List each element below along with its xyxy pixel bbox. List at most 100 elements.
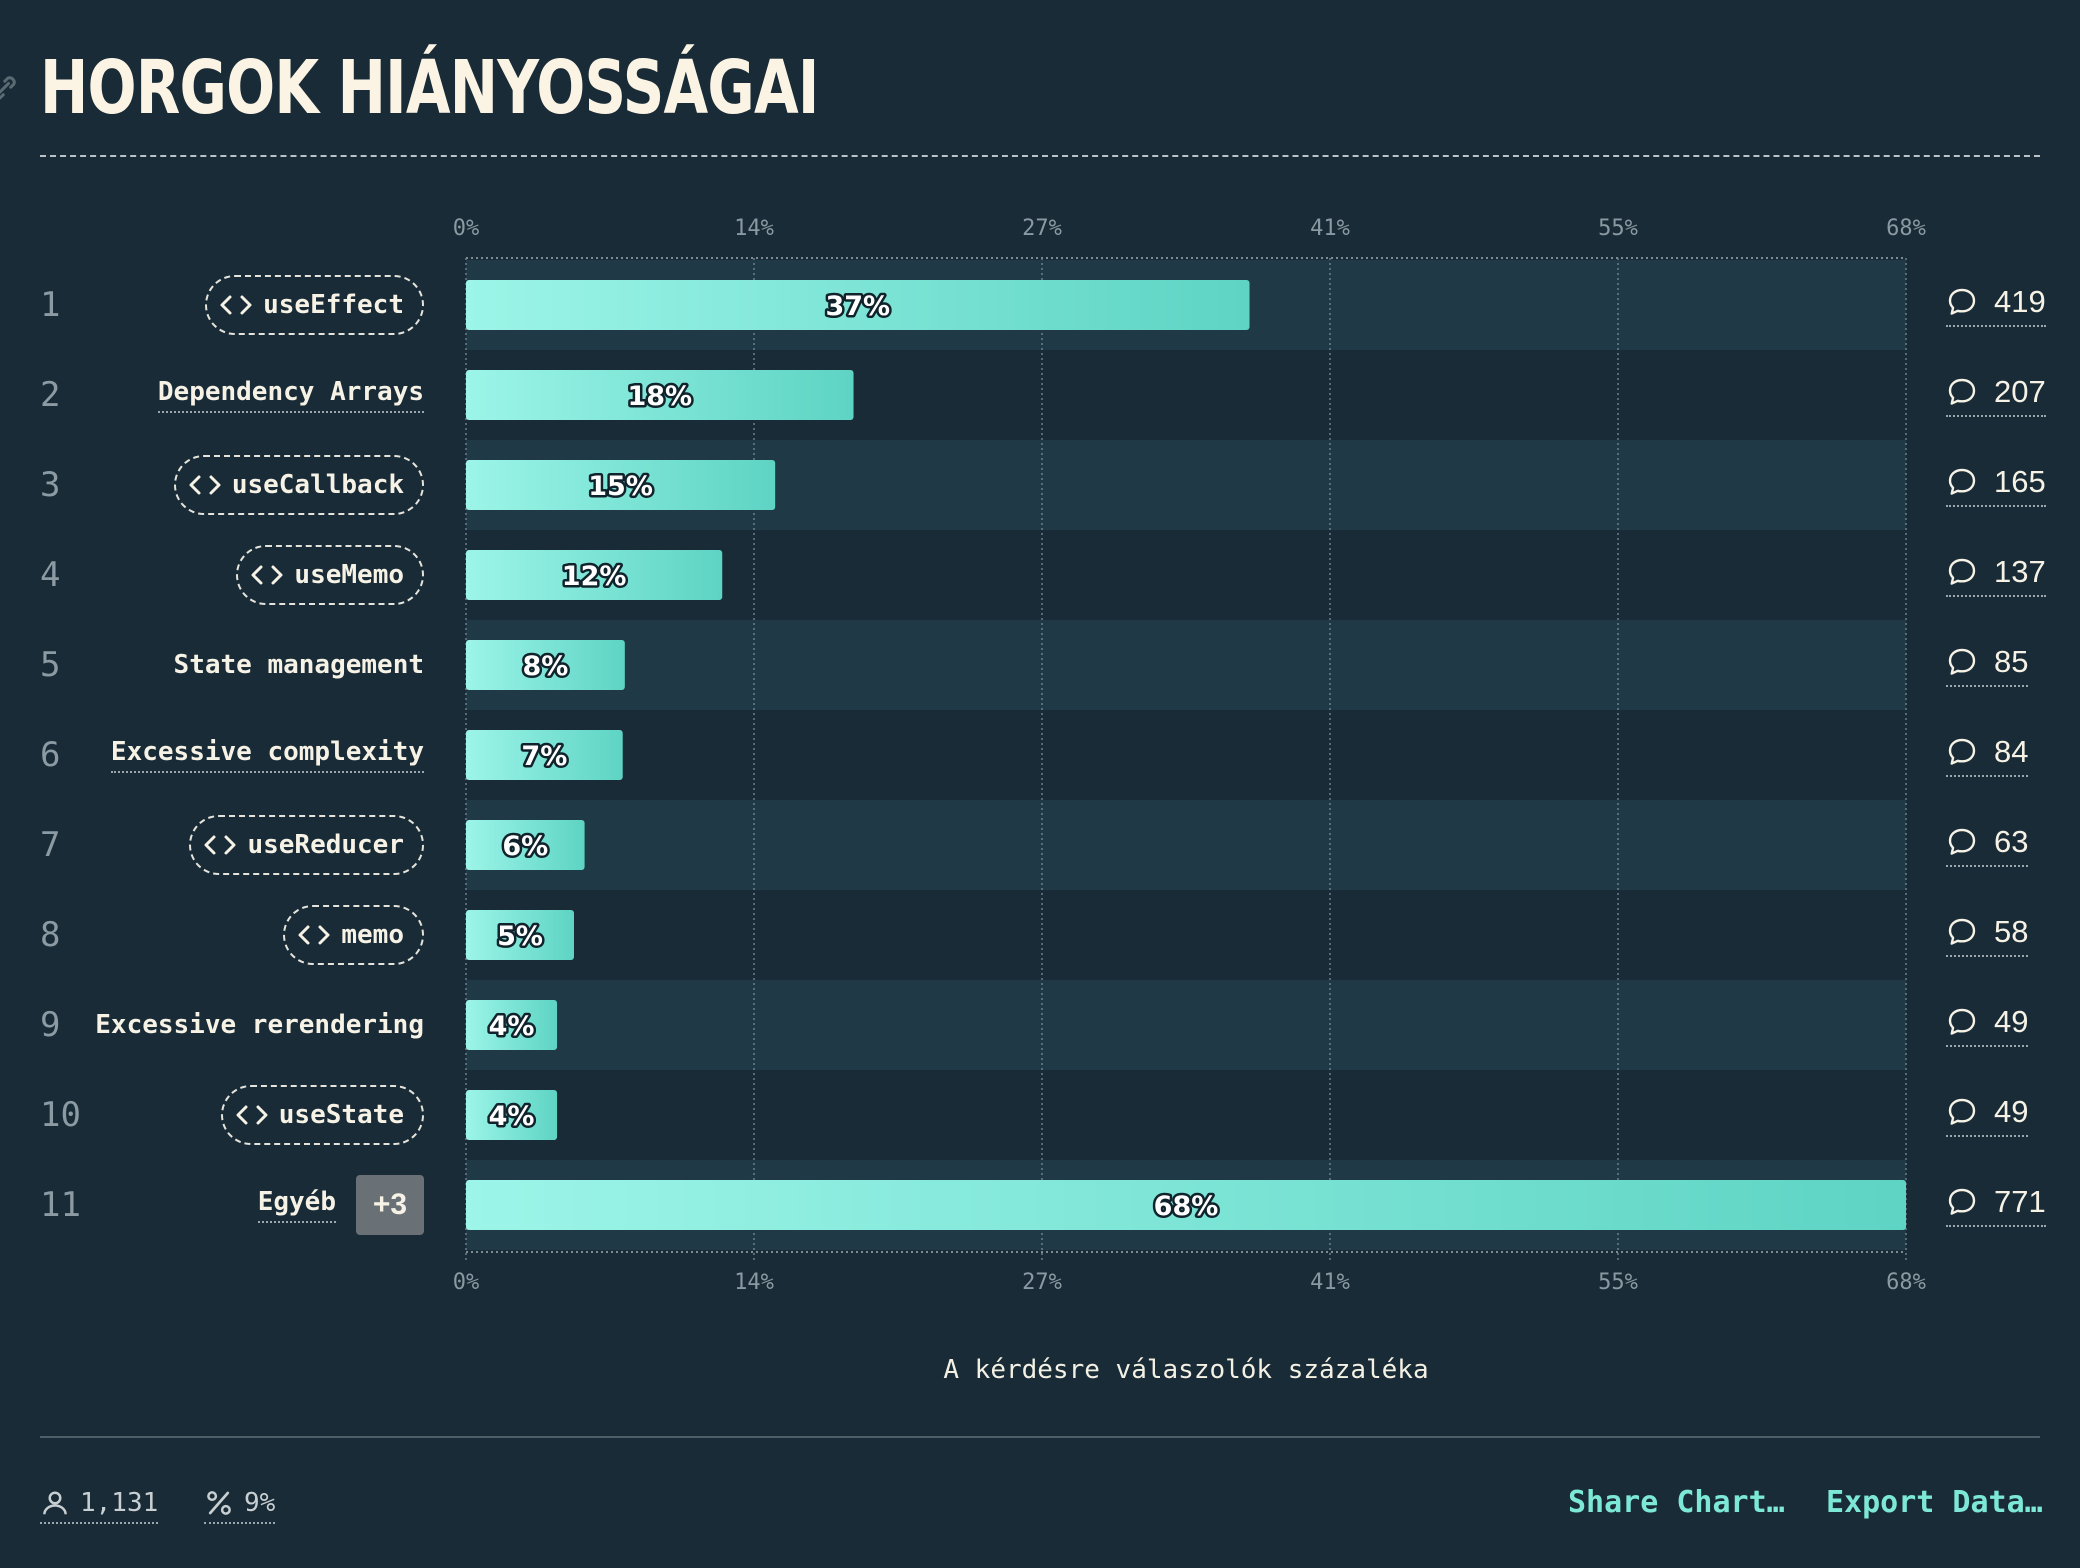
comment-count[interactable]: 419: [1946, 281, 2046, 327]
bar-value-label: 37%: [825, 291, 890, 322]
row-label-text: Dependency Arrays: [157, 377, 424, 413]
comment-icon: [1946, 736, 1986, 768]
bar-value-label: 68%: [1154, 1191, 1219, 1222]
bar-value-label: 12%: [562, 561, 627, 592]
comment-count-value: 49: [1994, 1094, 2029, 1129]
row-rank: 4: [40, 555, 61, 595]
row-label[interactable]: useState: [220, 1085, 424, 1145]
row-label[interactable]: memo: [283, 905, 424, 965]
code-icon: [188, 473, 222, 497]
percent-icon: [207, 1491, 231, 1515]
comment-count-value: 207: [1994, 374, 2046, 409]
row-rank: 1: [40, 285, 61, 325]
x-tick-label-bottom: 68%: [1886, 1270, 1926, 1295]
code-icon: [297, 923, 331, 947]
row-label-text: useReducer: [247, 830, 404, 860]
row-label[interactable]: useMemo: [236, 545, 424, 605]
share-chart-button[interactable]: Share Chart…: [1568, 1485, 1785, 1520]
row-label-text: useEffect: [263, 290, 404, 320]
bar-1: [466, 280, 1250, 330]
x-tick-label-bottom: 14%: [734, 1270, 774, 1295]
bar-value-label: 5%: [497, 921, 543, 952]
comment-count[interactable]: 84: [1946, 731, 2029, 777]
comment-icon: [1946, 916, 1986, 948]
row-rank: 3: [40, 465, 61, 505]
title-divider: [40, 155, 2040, 157]
x-tick-label-top: 14%: [734, 216, 774, 241]
bar-2: [466, 370, 854, 420]
x-tick-label-top: 55%: [1598, 216, 1638, 241]
bar-5: [466, 640, 625, 690]
row-label[interactable]: Dependency Arrays: [157, 365, 424, 425]
link-icon[interactable]: [0, 70, 22, 106]
x-tick-label-top: 68%: [1886, 216, 1926, 241]
code-icon: [235, 1103, 269, 1127]
comment-icon: [1946, 646, 1986, 678]
percentage-value: 9%: [244, 1488, 276, 1518]
row-label[interactable]: Excessive complexity: [110, 725, 424, 785]
row-label[interactable]: useEffect: [205, 275, 424, 335]
bar-11: [466, 1180, 1906, 1230]
row-rank: 5: [40, 645, 61, 685]
bar-value-label: 6%: [502, 831, 548, 862]
bar-value-label: 7%: [521, 741, 567, 772]
comment-count[interactable]: 49: [1946, 1091, 2029, 1137]
code-icon: [250, 563, 284, 587]
comment-icon: [1946, 1186, 1986, 1218]
x-tick-label-top: 27%: [1022, 216, 1062, 241]
export-data-button[interactable]: Export Data…: [1826, 1485, 2043, 1520]
comment-count[interactable]: 207: [1946, 371, 2046, 417]
row-label-text: useMemo: [294, 560, 404, 590]
percentage-stat[interactable]: 9%: [204, 1484, 276, 1524]
bar-6: [466, 730, 623, 780]
row-label[interactable]: Excessive rerendering: [95, 995, 424, 1055]
bar-10: [466, 1090, 558, 1140]
code-icon: [219, 293, 253, 317]
x-tick-label-bottom: 55%: [1598, 1270, 1638, 1295]
bar-3: [466, 460, 776, 510]
row-label[interactable]: State management: [174, 635, 424, 695]
more-items-badge[interactable]: +3: [356, 1175, 424, 1235]
row-label-text: useCallback: [231, 470, 404, 500]
x-axis-title: A kérdésre válaszolók százaléka: [943, 1355, 1429, 1385]
comment-icon: [1946, 286, 1986, 318]
bar-value-label: 8%: [522, 651, 568, 682]
comment-count-value: 771: [1994, 1184, 2046, 1219]
comment-icon: [1946, 376, 1986, 408]
comment-count-value: 85: [1994, 644, 2029, 679]
bar-8: [466, 910, 574, 960]
row-label[interactable]: Egyéb +3: [257, 1175, 424, 1235]
x-tick-label-top: 0%: [452, 216, 480, 241]
comment-icon: [1946, 1096, 1986, 1128]
comment-count[interactable]: 85: [1946, 641, 2029, 687]
bar-value-label: 15%: [588, 471, 653, 502]
comment-icon: [1946, 466, 1986, 498]
x-tick-label-top: 41%: [1310, 216, 1350, 241]
comment-count[interactable]: 58: [1946, 911, 2029, 957]
comment-count[interactable]: 771: [1946, 1181, 2046, 1227]
comment-count-value: 137: [1994, 554, 2046, 589]
row-rank: 6: [40, 735, 61, 775]
bar-value-label: 4%: [489, 1011, 535, 1042]
row-rank: 2: [40, 375, 61, 415]
respondents-stat[interactable]: 1,131: [40, 1484, 159, 1524]
bar-7: [466, 820, 585, 870]
row-label[interactable]: useCallback: [173, 455, 424, 515]
row-label-text: State management: [173, 650, 424, 680]
bar-9: [466, 1000, 558, 1050]
comment-count[interactable]: 165: [1946, 461, 2046, 507]
bar-4: [466, 550, 723, 600]
comment-count[interactable]: 49: [1946, 1001, 2029, 1047]
comment-count-value: 49: [1994, 1004, 2029, 1039]
comment-count-value: 419: [1994, 284, 2046, 319]
comment-count[interactable]: 137: [1946, 551, 2046, 597]
row-label[interactable]: useReducer: [189, 815, 424, 875]
bar-value-label: 18%: [627, 381, 692, 412]
row-label-text: Excessive complexity: [110, 737, 424, 773]
row-rank: 11: [40, 1185, 81, 1225]
comment-count[interactable]: 63: [1946, 821, 2029, 867]
row-label-text: Excessive rerendering: [95, 1010, 424, 1040]
row-label-text: Egyéb: [257, 1187, 336, 1223]
